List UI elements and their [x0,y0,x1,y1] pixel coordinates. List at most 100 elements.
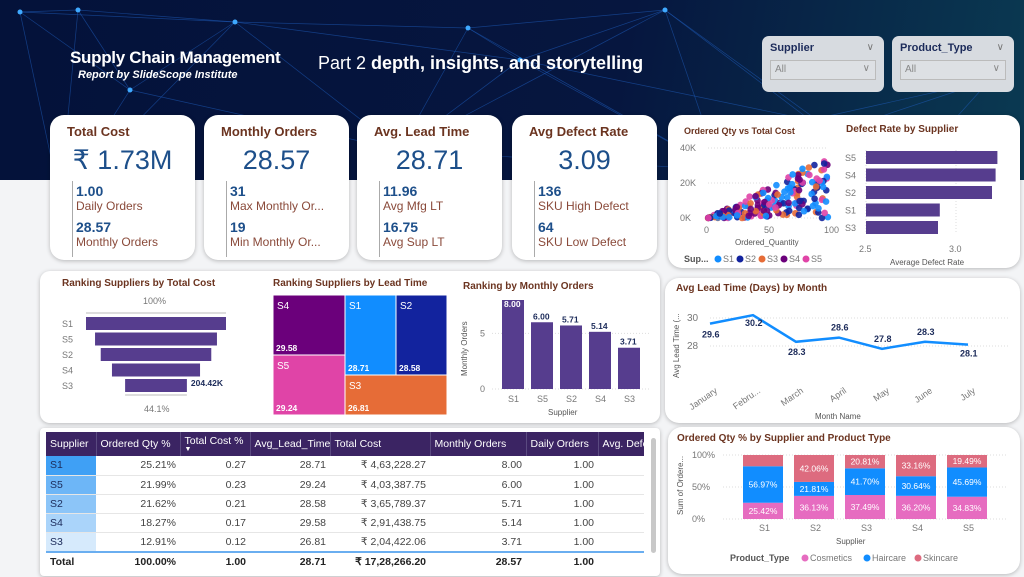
scatter-point[interactable] [747,205,755,213]
defect-bar[interactable] [866,151,998,164]
network-line[interactable] [664,9,811,121]
stacked-segment-skincare[interactable] [794,455,834,482]
scatter-point[interactable] [747,199,754,207]
stacked-segment-skincare[interactable] [896,455,936,477]
stacked-segment-haircare[interactable] [743,466,783,503]
network-line[interactable] [19,9,79,13]
legend-marker-icon[interactable] [863,554,871,562]
scatter-point[interactable] [725,213,733,221]
sort-desc-icon[interactable]: ▼ [184,446,192,453]
funnel-bar[interactable] [125,379,187,392]
funnel-bar[interactable] [111,363,201,377]
scatter-point[interactable] [795,211,803,219]
treemap-tile[interactable] [272,294,346,356]
funnel-bar[interactable] [95,332,217,346]
stacked-segment-cosmetics[interactable] [896,495,936,519]
supplier-dropdown[interactable]: All ∨ [770,60,876,80]
product-type-dropdown[interactable]: All ∨ [900,60,1006,80]
scatter-point[interactable] [774,191,781,198]
stacked-segment-cosmetics[interactable] [794,495,834,519]
network-line[interactable] [467,9,666,29]
product-type-slicer[interactable]: Product_Type ∨ All ∨ [892,36,1014,92]
stacked-segment-skincare[interactable] [947,454,987,468]
network-node[interactable] [662,7,668,13]
column-header[interactable]: Ordered Qty % [96,432,181,456]
scatter-point[interactable] [781,188,788,196]
chevron-down-icon[interactable]: ∨ [866,42,874,53]
stacked-segment-haircare[interactable] [845,468,885,496]
treemap-tile[interactable] [272,354,346,416]
network-node[interactable] [17,9,23,15]
scatter-point[interactable] [788,180,796,188]
network-line[interactable] [129,21,236,91]
column-header[interactable]: Avg. Defect Rate [598,432,644,456]
treemap-tile[interactable] [395,294,448,376]
scatter-point[interactable] [752,207,760,215]
funnel-chart[interactable]: 100% S1 S5 S2 S4 S3 204.42K 44.1% [40,271,270,423]
scatter-point[interactable] [796,197,803,205]
network-line[interactable] [234,21,521,61]
defect-bar[interactable] [866,186,992,199]
network-line[interactable] [467,27,521,61]
scatter-point[interactable] [760,207,768,214]
scatter-point[interactable] [785,199,792,207]
defect-bar[interactable] [866,221,938,234]
legend-marker-icon[interactable] [801,554,809,562]
column-header[interactable]: Supplier [46,432,97,456]
chevron-down-icon[interactable]: ∨ [996,42,1004,53]
network-line[interactable] [19,11,131,91]
scatter-point[interactable] [811,195,818,203]
scatter-point[interactable] [820,166,828,173]
network-line[interactable] [519,9,666,61]
scatter-point[interactable] [745,212,753,220]
treemap-chart[interactable]: S4 29.58 S5 29.24 S1 28.71 S2 28.58 S3 26.81 [230,271,450,423]
scatter-point[interactable] [818,214,826,222]
column-header[interactable]: Daily Orders [526,432,599,456]
scatter-point[interactable] [809,202,817,210]
network-line[interactable] [77,9,131,91]
scatter-point[interactable] [787,188,794,196]
scatter-point[interactable] [796,176,803,184]
stacked-segment-cosmetics[interactable] [947,496,987,519]
column-header[interactable]: Monthly Orders [430,432,527,456]
scatter-point[interactable] [816,177,823,184]
supplier-slicer[interactable]: Supplier ∨ All ∨ [762,36,884,92]
scatter-point[interactable] [738,214,746,222]
stacked-segment-skincare[interactable] [845,455,885,469]
monthly-orders-bar[interactable] [560,325,582,389]
stacked-segment-cosmetics[interactable] [743,502,783,519]
treemap-tile[interactable] [344,294,397,376]
scatter-point[interactable] [795,186,803,194]
funnel-bar[interactable] [86,317,226,330]
monthly-orders-chart[interactable]: 0 5 8.00 S1 6.00 S5 5.71 S2 5.14 S4 3.71 S3 Supplier… [450,271,660,423]
stacked-segment-haircare[interactable] [896,476,936,496]
scatter-point[interactable] [773,181,780,189]
network-node[interactable] [75,7,81,13]
scatter-point[interactable] [759,189,767,197]
legend-marker-icon[interactable] [758,255,766,263]
scatter-point[interactable] [762,212,770,220]
scatter-point[interactable] [805,164,813,171]
scatter-point[interactable] [752,192,759,200]
funnel-bar[interactable] [100,348,212,361]
network-node[interactable] [465,25,471,31]
network-node[interactable] [232,19,238,25]
stacked-segment-haircare[interactable] [947,467,987,497]
column-header[interactable]: Avg_Lead_Time [250,432,331,456]
network-line[interactable] [519,59,811,121]
scatter-point[interactable] [808,178,816,186]
network-line[interactable] [234,21,469,29]
legend-marker-icon[interactable] [780,255,788,263]
defect-bar[interactable] [866,168,996,182]
scatter-point[interactable] [765,201,773,209]
defect-bar[interactable] [866,203,940,217]
table-scrollbar[interactable] [651,438,656,553]
scatter-point[interactable] [764,186,772,193]
scatter-point[interactable] [772,204,779,211]
